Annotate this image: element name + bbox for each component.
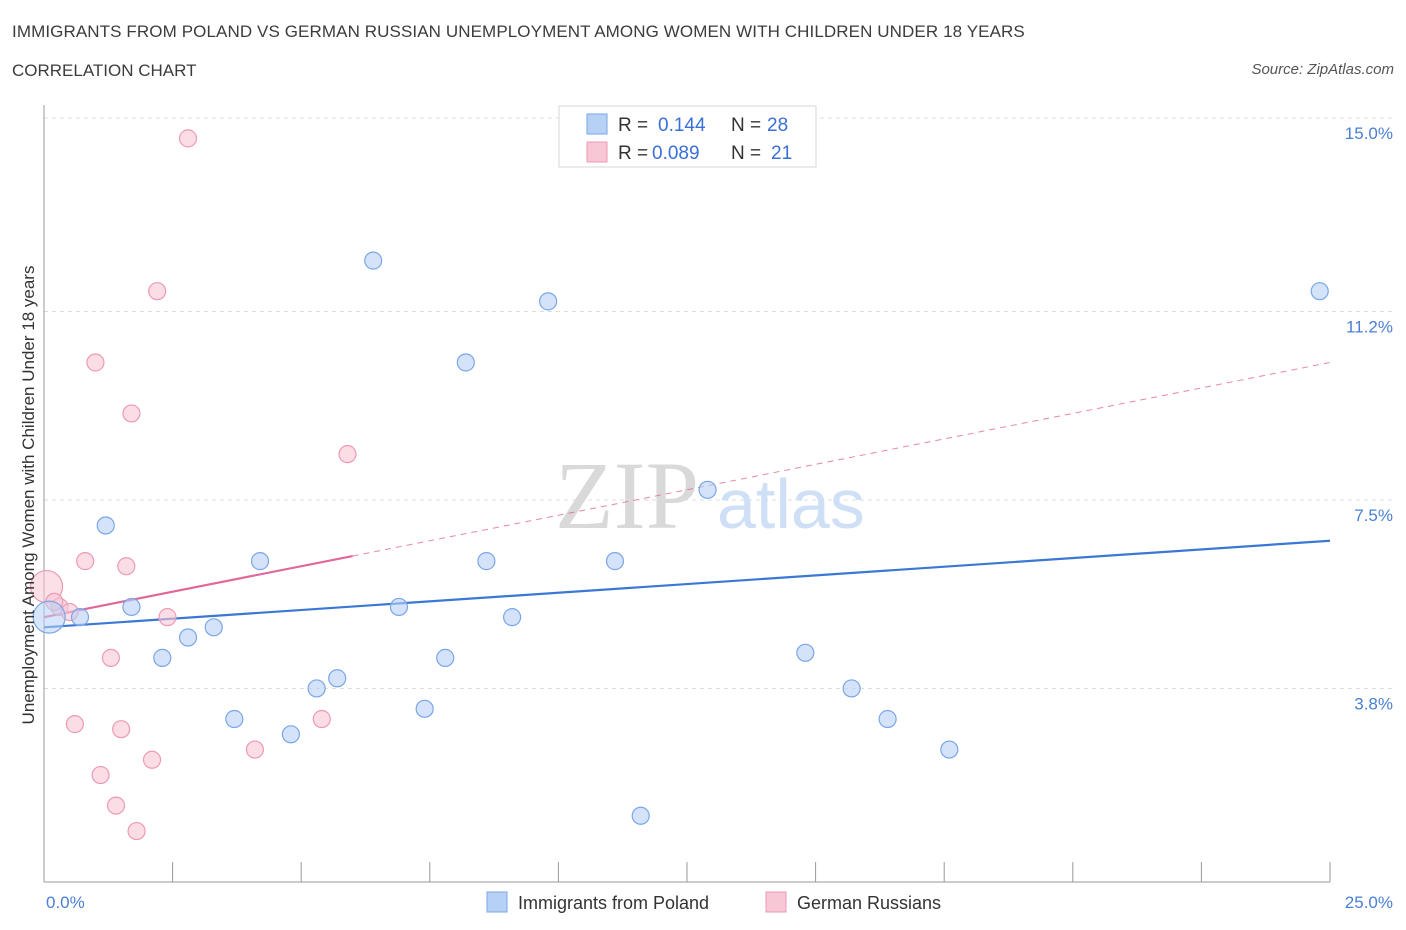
poland-point-12 <box>364 251 383 270</box>
watermark-atlas: atlas <box>717 465 865 543</box>
poland-point-21 <box>631 806 650 825</box>
german-russians-point-16 <box>178 129 198 148</box>
y-tick-label-0: 3.8% <box>1354 694 1393 713</box>
poland-point-26 <box>940 740 959 759</box>
poland-point-3 <box>122 597 141 617</box>
german-russians-point-9 <box>112 720 131 739</box>
german-russians-point-4 <box>76 552 95 571</box>
legend-r-label-1: R = <box>618 115 648 136</box>
german-russians-point-12 <box>127 821 146 841</box>
grid-lines <box>44 117 1395 689</box>
data-points <box>29 129 1329 841</box>
series-legend-swatch-poland <box>486 891 508 913</box>
poland-point-13 <box>389 597 409 617</box>
poland-point-0 <box>32 600 66 634</box>
poland-point-17 <box>477 552 496 571</box>
poland-point-6 <box>204 618 223 637</box>
poland-point-15 <box>436 648 455 667</box>
legend-r-value-2: 0.089 <box>652 143 700 164</box>
series-legend-label-poland: Immigrants from Poland <box>518 893 709 913</box>
poland-point-23 <box>796 643 815 662</box>
series-legend-swatch-german-russians <box>765 891 787 913</box>
legend-swatch-blue <box>586 113 608 135</box>
poland-point-14 <box>415 699 434 718</box>
watermark: ZIP atlas <box>555 442 865 549</box>
german-russians-point-14 <box>148 282 167 301</box>
legend-n-label-2: N = <box>731 143 761 164</box>
german-russians-point-3 <box>65 715 84 734</box>
german-russians-point-13 <box>142 750 162 769</box>
y-tick-label-1: 7.5% <box>1354 506 1393 525</box>
poland-point-7 <box>225 709 244 729</box>
poland-point-1 <box>70 608 90 627</box>
x-tick-label-0: 0.0% <box>46 893 85 912</box>
trend-line-german-russians <box>43 554 353 619</box>
german-russians-point-6 <box>91 765 110 785</box>
legend-n-value-1: 28 <box>767 115 788 136</box>
chart-title: IMMIGRANTS FROM POLAND VS GERMAN RUSSIAN… <box>12 22 1025 41</box>
chart-subtitle: CORRELATION CHART <box>12 61 197 80</box>
poland-point-25 <box>878 709 897 729</box>
trend-line-poland <box>43 539 1331 629</box>
german-russians-point-8 <box>106 796 126 815</box>
axes <box>43 105 1331 883</box>
poland-point-2 <box>96 516 115 535</box>
x-tick-label-1: 25.0% <box>1345 893 1393 912</box>
series-legend-label-german-russians: German Russians <box>797 893 941 913</box>
german-russians-point-11 <box>122 404 141 423</box>
legend-r-value-1: 0.144 <box>658 115 706 136</box>
poland-point-19 <box>539 292 558 311</box>
y-tick-label-2: 11.2% <box>1346 318 1393 337</box>
poland-point-5 <box>178 628 198 647</box>
german-russians-point-7 <box>101 648 120 667</box>
poland-point-27 <box>1310 282 1329 301</box>
watermark-zip: ZIP <box>555 442 699 549</box>
legend-swatch-pink <box>586 141 608 163</box>
series-legend: Immigrants from Poland German Russians <box>486 891 941 913</box>
german-russians-point-19 <box>338 445 357 464</box>
poland-point-4 <box>153 648 172 667</box>
poland-point-9 <box>281 725 301 744</box>
trend-lines <box>43 361 1331 629</box>
german-russians-point-10 <box>117 557 136 576</box>
legend-r-label-2: R = <box>618 143 648 164</box>
german-russians-point-15 <box>158 608 177 627</box>
y-tick-label-3: 15.0% <box>1345 124 1393 143</box>
poland-point-8 <box>250 552 270 571</box>
legend-n-value-2: 21 <box>771 143 792 164</box>
poland-point-11 <box>328 669 347 688</box>
trend-line-german-russians-dashed <box>352 361 1331 557</box>
poland-point-20 <box>605 552 625 571</box>
german-russians-point-5 <box>86 353 105 372</box>
poland-point-10 <box>307 679 326 698</box>
legend-n-label-1: N = <box>731 115 761 136</box>
poland-point-24 <box>842 679 861 698</box>
tick-labels: 3.8% 7.5% 11.2% 15.0% 0.0% 25.0% <box>46 124 1393 912</box>
german-russians-point-17 <box>245 740 265 759</box>
german-russians-point-18 <box>312 709 331 729</box>
correlation-legend: R = 0.144 N = 28 R = 0.089 N = 21 <box>558 105 817 168</box>
y-axis-label: Unemployment Among Women with Children U… <box>19 266 38 725</box>
poland-point-16 <box>456 353 475 372</box>
poland-point-22 <box>698 480 717 499</box>
poland-point-18 <box>503 608 522 627</box>
source-label: Source: ZipAtlas.com <box>1251 61 1394 78</box>
